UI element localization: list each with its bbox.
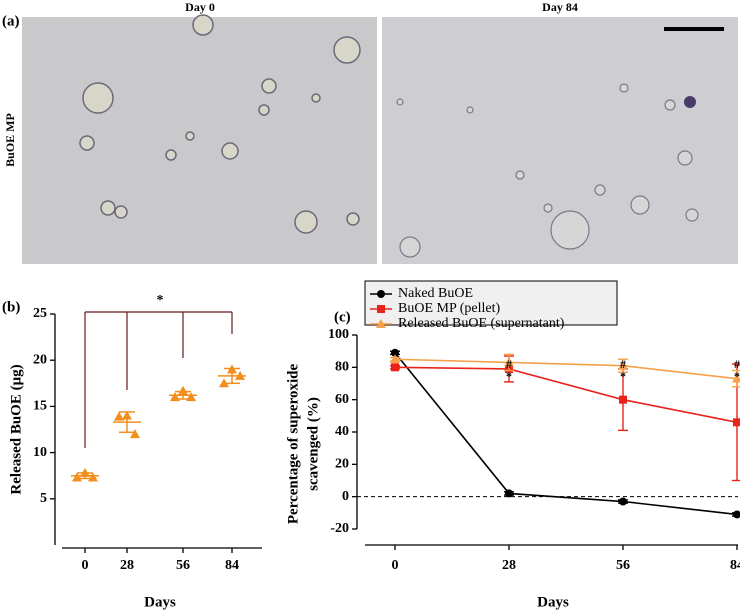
data-point [504, 357, 514, 367]
legend-label: BuOE MP (pellet) [398, 301, 500, 316]
column-label: Day 84 [542, 0, 578, 14]
x-tick-label: 84 [225, 558, 239, 573]
y-tick-label: 60 [335, 392, 349, 407]
legend-label: Released BuOE (supernatant) [398, 316, 565, 331]
x-tick-label: 0 [82, 558, 89, 573]
data-point [72, 472, 82, 482]
data-point [505, 489, 513, 498]
data-point [390, 354, 400, 364]
annotation: * [620, 369, 626, 383]
y-tick-label: 100 [328, 327, 349, 342]
data-point [178, 385, 188, 395]
y-tick-label: 15 [33, 399, 47, 414]
y-tick-label: 25 [33, 306, 47, 321]
annotation: # [734, 357, 740, 371]
significance: * [157, 293, 164, 308]
data-point [391, 348, 399, 357]
y-tick-label: 20 [335, 457, 349, 472]
panel-label: (b) [2, 299, 20, 315]
y-tick-label: -20 [330, 521, 349, 536]
legend-label: Naked BuOE [398, 286, 473, 301]
data-point [619, 395, 627, 404]
annotation: # [506, 357, 512, 371]
y-tick-label: 40 [335, 424, 349, 439]
series-line [394, 352, 738, 516]
y-axis-label: Percentage of superoxide [285, 364, 301, 525]
data-point [170, 392, 180, 402]
y-tick-label: 10 [33, 445, 47, 460]
series-line [394, 358, 738, 380]
data-point [733, 510, 740, 519]
x-axis-label: Days [144, 594, 176, 610]
y-axis-label: Released BuOE (μg) [8, 364, 24, 494]
data-point [618, 360, 628, 370]
x-tick-label: 56 [616, 558, 630, 573]
y-tick-label: 20 [33, 352, 47, 367]
y-axis-label: scavenged (%) [305, 397, 321, 491]
legend-marker [377, 290, 385, 298]
y-tick-label: 0 [342, 489, 349, 504]
legend [364, 280, 618, 326]
panel-label: (a) [2, 13, 20, 29]
series-line [394, 366, 738, 424]
x-tick-label: 56 [176, 558, 190, 573]
legend-marker [377, 305, 385, 313]
data-point [88, 472, 98, 482]
panel-label: (c) [334, 309, 351, 325]
data-point [114, 411, 124, 421]
annotation: * [734, 369, 740, 383]
annotation: * [506, 369, 512, 383]
y-tick-label: 80 [335, 360, 349, 375]
data-point [186, 392, 196, 402]
x-axis-label: Days [537, 594, 569, 610]
data-point [391, 363, 399, 372]
x-tick-label: 28 [120, 558, 134, 573]
data-point [130, 429, 140, 439]
data-point [733, 418, 740, 427]
annotation: # [620, 357, 626, 371]
legend-marker [376, 319, 386, 328]
x-tick-label: 28 [502, 558, 516, 573]
data-point [732, 373, 740, 383]
column-label: Day 0 [185, 0, 215, 14]
data-point [619, 497, 627, 506]
x-tick-label: 0 [392, 558, 399, 573]
y-tick-label: 5 [40, 491, 47, 506]
row-label: BuOE MP [3, 113, 17, 167]
micrograph [22, 14, 738, 264]
x-tick-label: 84 [730, 558, 740, 573]
